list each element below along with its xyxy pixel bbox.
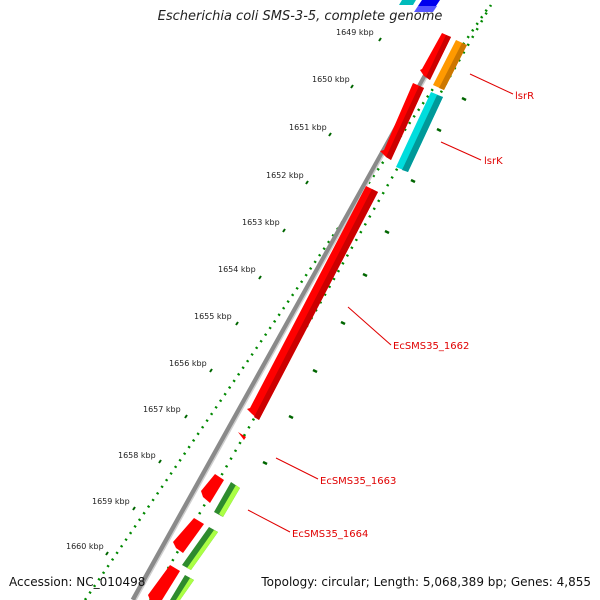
tick-mark xyxy=(350,84,354,89)
callout-line-1662 xyxy=(347,306,392,346)
gene-red-5[interactable] xyxy=(148,565,180,600)
gene-blue-top[interactable] xyxy=(418,0,440,6)
label-lsrR[interactable]: lsrR xyxy=(515,91,534,102)
tick-mark xyxy=(235,321,239,326)
tick-label-1650: 1650 kbp xyxy=(312,75,350,84)
inner-tick xyxy=(410,178,416,184)
inner-tick xyxy=(288,414,294,420)
gene-green-2-lime xyxy=(187,530,218,570)
gene-blue-top-shadow xyxy=(414,6,437,12)
outer-dotted-track xyxy=(83,4,492,600)
gene-lsrK-shade xyxy=(402,95,443,172)
inner-tick xyxy=(384,229,390,235)
accession-text: Accession: NC_010498 xyxy=(9,575,146,589)
inner-tick xyxy=(312,368,318,374)
map-title: Escherichia coli SMS-3-5, complete genom… xyxy=(157,9,443,24)
tick-label-1656: 1656 kbp xyxy=(169,359,207,368)
inner-tick xyxy=(340,320,346,326)
gene-lsrR-shade xyxy=(439,43,467,90)
callout-line-lsrK xyxy=(440,141,482,161)
tick-mark xyxy=(132,506,136,511)
callout-line-1663 xyxy=(275,457,319,480)
tick-label-1654: 1654 kbp xyxy=(218,265,256,274)
tick-group: 1649 kbp 1650 kbp 1651 kbp 1652 kbp 1653… xyxy=(66,28,382,556)
tick-label-1658: 1658 kbp xyxy=(118,451,156,460)
tick-mark xyxy=(258,275,262,280)
tick-mark xyxy=(158,459,162,464)
label-lsrK[interactable]: lsrK xyxy=(484,156,503,167)
tick-label-1649: 1649 kbp xyxy=(336,28,374,37)
gene-red-1-shade xyxy=(426,35,451,80)
gene-EcSMS35_1662-shade xyxy=(254,189,378,420)
inner-tick xyxy=(461,96,467,102)
gene-red-3[interactable] xyxy=(201,474,224,503)
tick-label-1651: 1651 kbp xyxy=(289,123,327,132)
gene-EcSMS35_1663[interactable] xyxy=(238,432,246,440)
tick-label-1652: 1652 kbp xyxy=(266,171,304,180)
tick-label-1659: 1659 kbp xyxy=(92,497,130,506)
tick-mark xyxy=(328,132,332,137)
inner-tick xyxy=(436,127,442,133)
callout-line-1664 xyxy=(247,509,291,533)
tick-label-1660: 1660 kbp xyxy=(66,542,104,551)
tick-mark xyxy=(305,180,309,185)
tick-mark xyxy=(378,37,382,42)
gene-red-2-shade xyxy=(386,86,424,160)
inner-tick xyxy=(262,460,268,466)
tick-mark xyxy=(209,368,213,373)
callout-line-lsrR xyxy=(469,73,514,95)
gene-red-4[interactable] xyxy=(173,518,204,553)
tick-label-1657: 1657 kbp xyxy=(143,405,181,414)
tick-label-1653: 1653 kbp xyxy=(242,218,280,227)
label-EcSMS35_1662[interactable]: EcSMS35_1662 xyxy=(393,341,469,352)
inner-tick xyxy=(362,272,368,278)
gene-green-3-lime xyxy=(176,578,194,600)
gene-EcSMS35_1664-lime xyxy=(219,485,240,517)
label-EcSMS35_1664[interactable]: EcSMS35_1664 xyxy=(292,529,368,540)
gene-cyan-top[interactable] xyxy=(399,0,416,5)
tick-mark xyxy=(282,228,286,233)
tick-mark xyxy=(184,414,188,419)
genome-summary-text: Topology: circular; Length: 5,068,389 bp… xyxy=(261,575,591,589)
tick-mark xyxy=(105,551,109,556)
label-EcSMS35_1663[interactable]: EcSMS35_1663 xyxy=(320,476,396,487)
inner-ticks xyxy=(262,96,467,466)
tick-label-1655: 1655 kbp xyxy=(194,312,232,321)
inner-dotted-track xyxy=(148,4,493,600)
